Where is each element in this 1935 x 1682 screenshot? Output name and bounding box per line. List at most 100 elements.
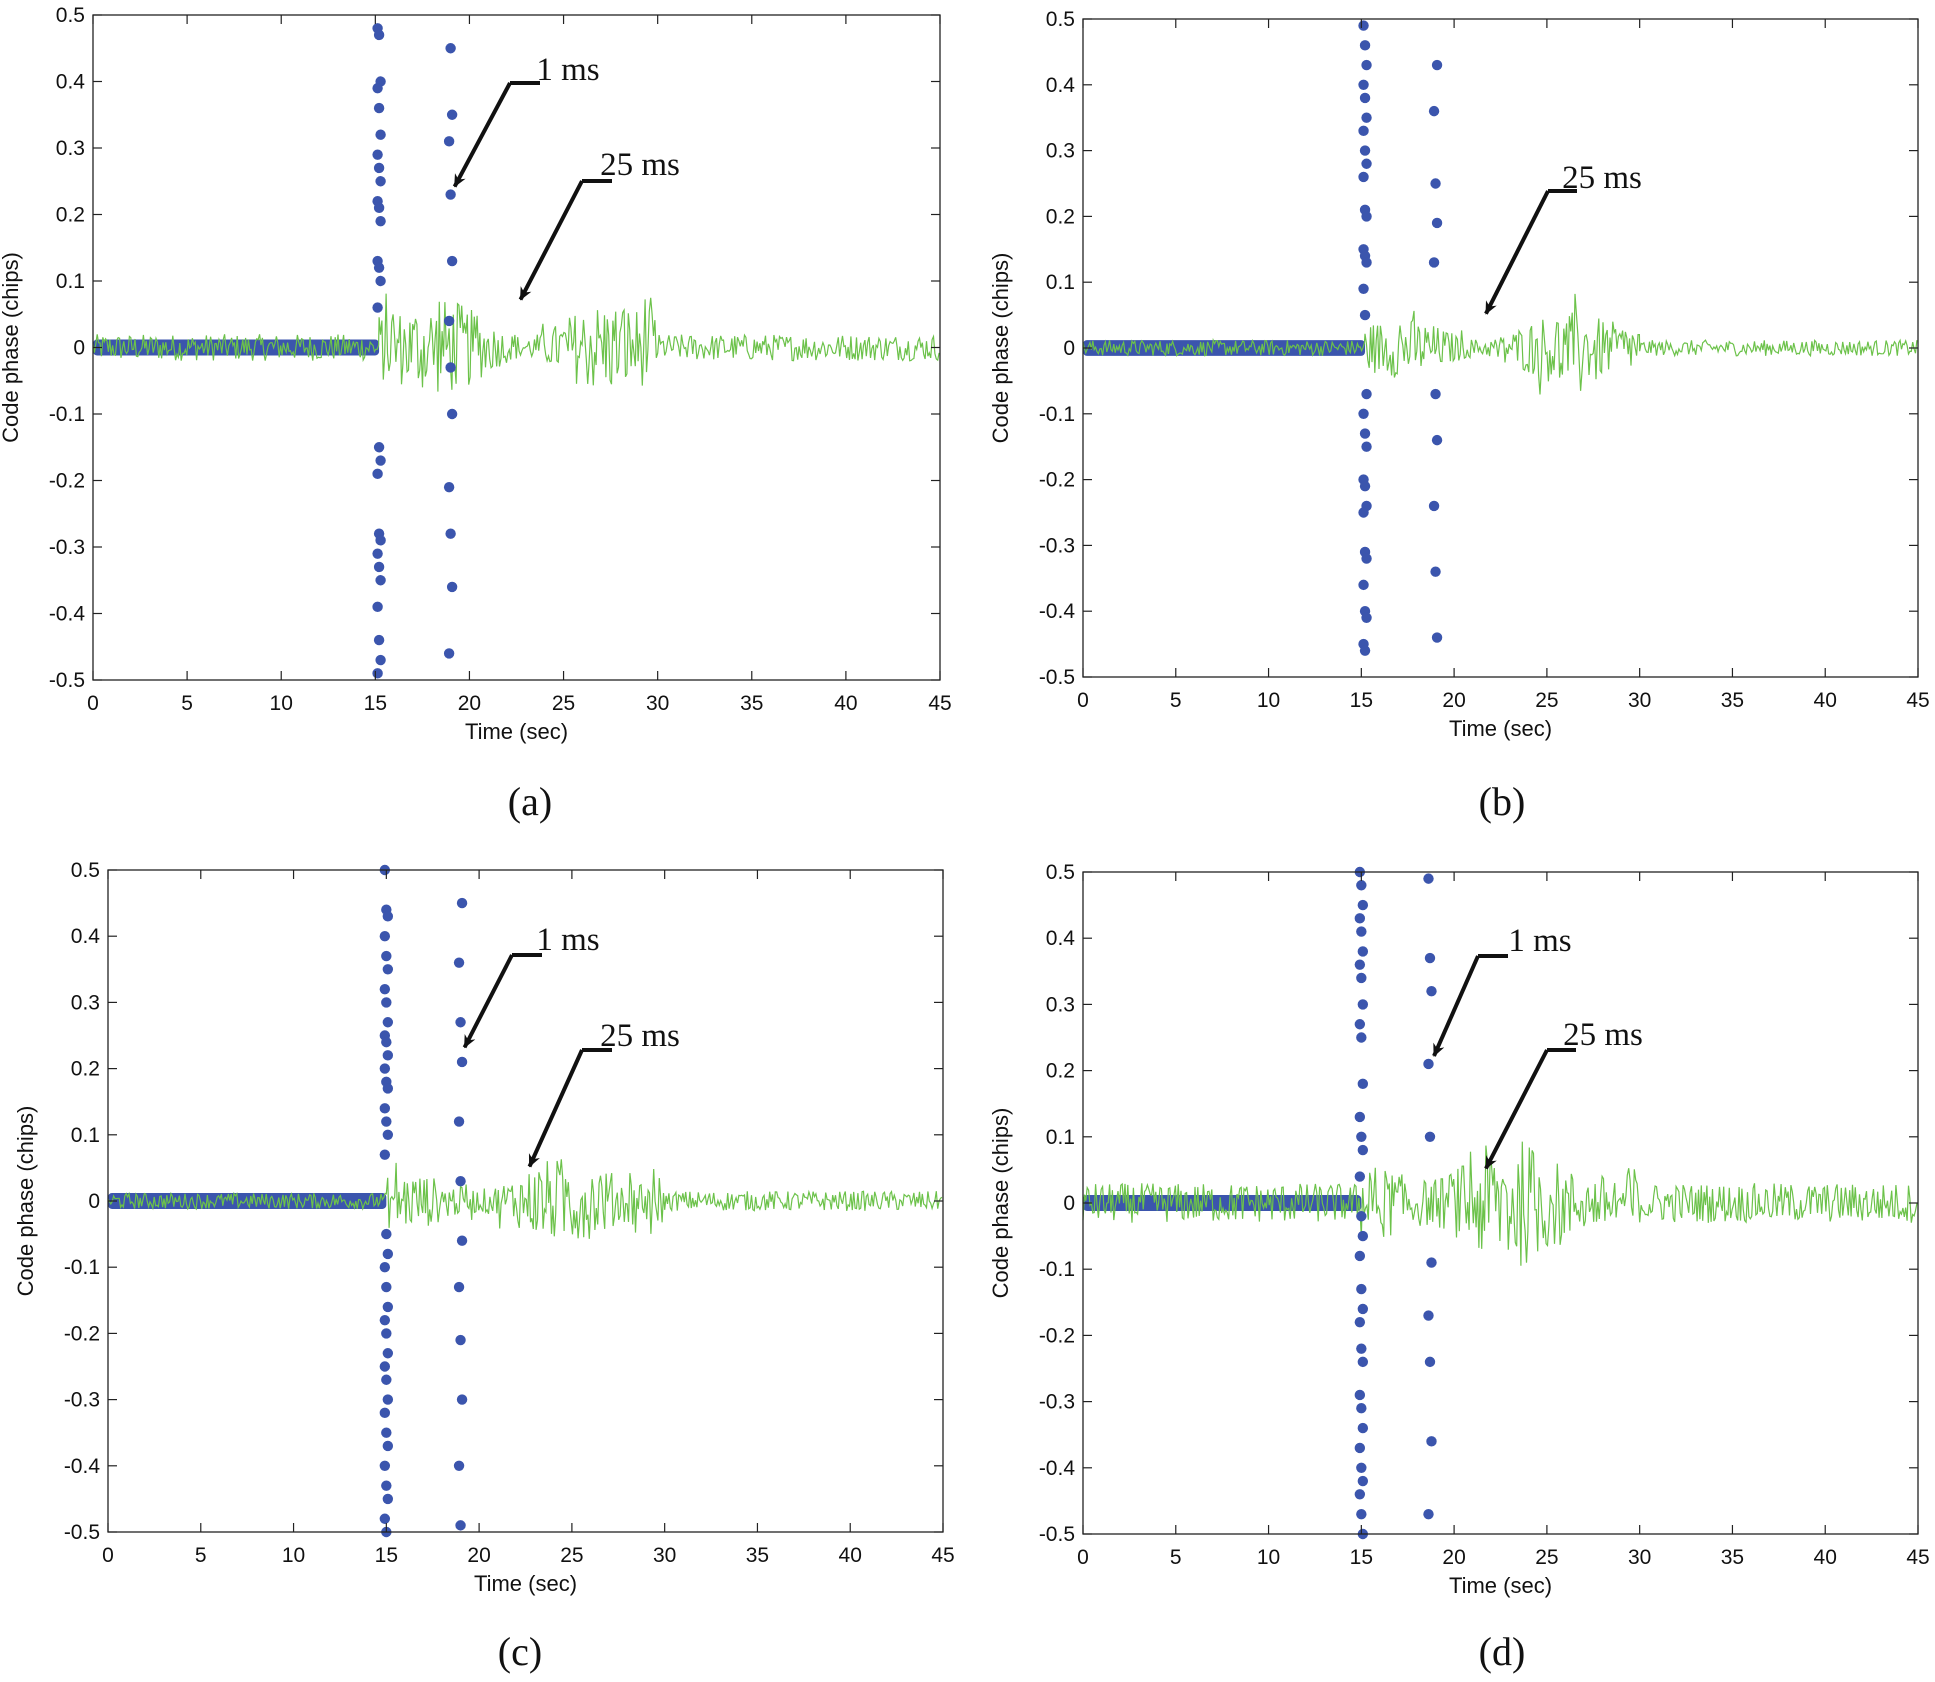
x-tick-label: 25	[1535, 1546, 1558, 1569]
x-tick-label: 25	[552, 692, 575, 715]
panel-caption: (b)	[1479, 779, 1526, 824]
scatter-point	[1358, 171, 1369, 183]
scatter-point	[379, 1361, 391, 1372]
y-tick-label: 0.5	[71, 859, 100, 882]
scatter-point	[1356, 926, 1367, 937]
x-tick-label: 0	[102, 1544, 114, 1567]
scatter-point	[382, 1248, 394, 1260]
scatter-point	[1423, 873, 1434, 884]
scatter-point	[375, 129, 386, 140]
x-tick-label: 35	[746, 1544, 769, 1567]
scatter-point	[1357, 946, 1369, 957]
x-tick-label: 10	[1257, 689, 1280, 712]
annotation-label: 25 ms	[1563, 1017, 1643, 1053]
y-tick-label: -0.4	[64, 1455, 101, 1478]
scatter-point	[456, 1056, 468, 1068]
y-tick-label: -0.3	[64, 1389, 100, 1412]
scatter-point	[1357, 899, 1369, 911]
x-axis-label: Time (sec)	[474, 1571, 577, 1596]
scatter-point	[1356, 1343, 1367, 1354]
scatter-point	[1357, 1230, 1369, 1242]
scatter-point	[1358, 79, 1369, 91]
panel-caption: (d)	[1479, 1629, 1526, 1674]
scatter-point	[382, 1017, 394, 1028]
scatter-point	[1423, 1508, 1434, 1520]
y-axis-label: Code phase (chips)	[988, 253, 1013, 444]
scatter-point	[1358, 20, 1369, 31]
scatter-point	[1359, 645, 1371, 656]
scatter-point	[1356, 1462, 1367, 1474]
scatter-point	[446, 581, 458, 593]
x-tick-label: 35	[1721, 1546, 1744, 1569]
y-tick-label: -0.4	[1039, 1457, 1076, 1480]
y-tick-label: -0.1	[1039, 403, 1075, 426]
scatter-point	[456, 1235, 468, 1246]
scatter-point	[1431, 59, 1443, 71]
scatter-point	[1356, 1211, 1367, 1222]
y-tick-label: 0.3	[71, 991, 100, 1014]
y-tick-label: -0.2	[64, 1322, 100, 1345]
y-tick-label: -0.2	[1039, 1324, 1075, 1347]
scatter-point	[375, 535, 386, 546]
scatter-point	[379, 1063, 391, 1074]
scatter-point	[1358, 125, 1369, 137]
x-tick-label: 45	[928, 692, 951, 715]
x-tick-label: 30	[653, 1544, 676, 1567]
scatter-point	[381, 1228, 392, 1240]
scatter-point	[372, 668, 383, 679]
scatter-point	[381, 1374, 392, 1385]
y-tick-label: -0.4	[1039, 600, 1076, 623]
scatter-point	[455, 1017, 466, 1028]
scatter-point	[1354, 1316, 1366, 1328]
scatter-point	[382, 1348, 394, 1359]
scatter-point	[381, 1427, 392, 1438]
x-tick-label: 25	[1535, 689, 1558, 712]
scatter-point	[446, 408, 458, 420]
y-axis-label: Code phase (chips)	[988, 1108, 1013, 1299]
scatter-point	[1361, 211, 1372, 222]
scatter-point	[445, 362, 456, 373]
scatter-point	[379, 1407, 391, 1419]
scatter-point	[372, 468, 383, 480]
scatter-point	[381, 1480, 392, 1491]
scatter-point	[379, 1460, 391, 1472]
y-tick-label: 0.4	[1046, 927, 1076, 950]
x-tick-label: 0	[1077, 689, 1089, 712]
scatter-point	[455, 1175, 466, 1187]
series-line-25ms	[1082, 1141, 1918, 1266]
scatter-point	[381, 950, 392, 962]
x-axis-label: Time (sec)	[465, 719, 568, 744]
annotation-arrow	[1484, 1049, 1549, 1170]
scatter-point	[1428, 500, 1440, 512]
scatter-point	[453, 1116, 465, 1127]
scatter-point	[382, 964, 394, 975]
scatter-point	[372, 302, 383, 313]
scatter-point	[453, 1460, 465, 1472]
scatter-point	[1430, 566, 1441, 577]
scatter-point	[1428, 105, 1440, 117]
scatter-point	[1359, 309, 1371, 321]
y-tick-label: -0.5	[1039, 1523, 1075, 1546]
x-tick-label: 5	[1170, 689, 1182, 712]
series-line-25ms	[1082, 293, 1918, 395]
scatter-point	[445, 189, 456, 200]
y-tick-label: 0.1	[1046, 271, 1075, 294]
y-tick-label: -0.3	[1039, 534, 1075, 557]
y-tick-label: -0.1	[1039, 1258, 1075, 1281]
scatter-point	[382, 1394, 394, 1405]
scatter-point	[1424, 952, 1436, 964]
scatter-point	[1423, 1058, 1434, 1070]
x-tick-label: 10	[1257, 1546, 1280, 1569]
y-tick-label: -0.1	[64, 1256, 100, 1279]
y-tick-label: 0.2	[56, 204, 85, 227]
x-tick-label: 30	[1628, 1546, 1651, 1569]
scatter-point	[1358, 579, 1369, 591]
scatter-point	[456, 897, 468, 909]
y-tick-label: 0.4	[56, 71, 86, 94]
y-tick-label: -0.5	[1039, 666, 1075, 689]
scatter-point	[382, 1301, 394, 1313]
x-tick-label: 10	[282, 1544, 305, 1567]
scatter-point	[373, 262, 385, 273]
scatter-point	[1430, 178, 1441, 189]
scatter-point	[1357, 1475, 1369, 1487]
